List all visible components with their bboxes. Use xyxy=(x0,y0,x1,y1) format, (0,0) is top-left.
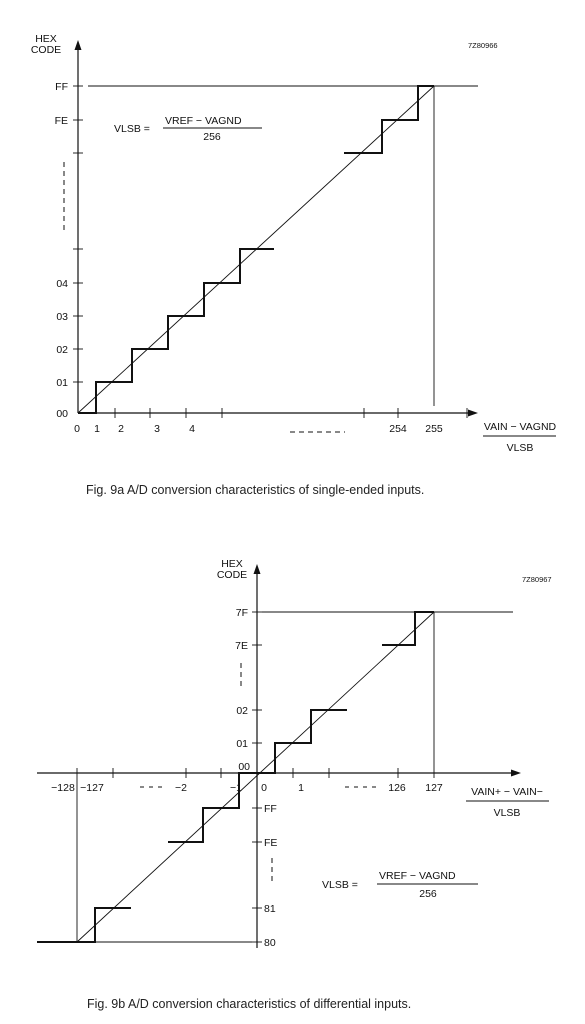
figure-reference: 7Z80966 xyxy=(468,41,498,50)
y-tick-label: 00 xyxy=(238,761,250,773)
y-tick-label: 7E xyxy=(235,640,248,652)
x-ticks xyxy=(76,768,435,778)
y-tick-label: 03 xyxy=(56,311,68,323)
staircase-middle xyxy=(168,709,347,843)
y-tick-label: 7F xyxy=(236,607,248,619)
y-tick-label: 01 xyxy=(236,738,248,750)
x-axis-arrow xyxy=(511,769,521,777)
formula-denominator: 256 xyxy=(203,131,221,143)
y-ticks xyxy=(73,85,83,383)
x-axis-label-numerator: VAIN − VAGND xyxy=(484,421,557,433)
figure-9b: HEX CODE 7Z80967 7F 7E 02 01 00 FF FE xyxy=(37,558,552,1011)
staircase-bottom xyxy=(37,907,131,943)
x-tick-label: 127 xyxy=(425,782,443,794)
vlsb-formula: VLSB = VREF − VAGND 256 xyxy=(114,115,262,143)
y-tick-label: 80 xyxy=(264,937,276,949)
formula-denominator: 256 xyxy=(419,888,437,900)
x-tick-labels: 0 1 2 3 4 254 255 xyxy=(74,423,443,435)
y-tick-label: 02 xyxy=(236,705,248,717)
x-tick-label: 3 xyxy=(154,423,160,435)
x-tick-label: 4 xyxy=(189,423,195,435)
y-axis-title-line2: CODE xyxy=(31,44,61,56)
formula-lhs: VLSB = xyxy=(322,879,358,891)
x-axis-label-denominator: VLSB xyxy=(507,442,534,454)
figure-caption: Fig. 9a A/D conversion characteristics o… xyxy=(86,483,424,497)
y-tick-label: 81 xyxy=(264,903,276,915)
y-axis-arrow xyxy=(253,564,261,574)
y-axis-title-line1: HEX xyxy=(35,33,57,45)
x-tick-label: 0 xyxy=(261,782,267,794)
x-tick-label: 254 xyxy=(389,423,407,435)
x-tick-label: −1 xyxy=(230,782,242,794)
y-tick-label: FF xyxy=(264,803,277,815)
x-axis-arrow xyxy=(468,409,478,417)
y-tick-labels-upper: 7F 7E 02 01 00 xyxy=(235,607,250,773)
x-tick-label: 1 xyxy=(298,782,304,794)
x-tick-label: 1 xyxy=(94,423,100,435)
y-tick-label: 01 xyxy=(56,377,68,389)
y-tick-label: 04 xyxy=(56,278,68,290)
y-axis-title-line2: CODE xyxy=(217,569,247,581)
x-axis-label: VAIN − VAGND VLSB xyxy=(483,421,557,454)
ideal-transfer-line xyxy=(76,611,435,943)
formula-numerator: VREF − VAGND xyxy=(165,115,242,127)
y-tick-label: FE xyxy=(55,115,68,127)
x-tick-label: −128 xyxy=(51,782,75,794)
x-tick-label: 0 xyxy=(74,423,80,435)
y-ticks xyxy=(252,611,262,943)
vlsb-formula: VLSB = VREF − VAGND 256 xyxy=(322,870,478,900)
staircase-top xyxy=(382,611,434,646)
staircase-lower xyxy=(78,248,274,414)
x-axis-label-denominator: VLSB xyxy=(494,807,521,819)
x-tick-label: 2 xyxy=(118,423,124,435)
x-axis-label-numerator: VAIN+ − VAIN− xyxy=(471,786,543,798)
x-tick-label: −127 xyxy=(80,782,104,794)
x-tick-label: 255 xyxy=(425,423,443,435)
y-tick-label: 00 xyxy=(56,408,68,420)
figure-caption: Fig. 9b A/D conversion characteristics o… xyxy=(87,997,411,1011)
x-tick-labels: −128 −127 −2 −1 0 1 126 127 xyxy=(51,782,443,794)
y-axis-title-line1: HEX xyxy=(221,558,243,570)
x-tick-label: −2 xyxy=(175,782,187,794)
figure-9a: HEX CODE 7Z80966 FF FE 04 03 02 01 00 xyxy=(31,33,557,497)
formula-lhs: VLSB = xyxy=(114,123,150,135)
y-tick-label: FF xyxy=(55,81,68,93)
formula-numerator: VREF − VAGND xyxy=(379,870,456,882)
y-tick-labels-lower: FF FE 81 80 xyxy=(264,803,277,949)
y-tick-label: FE xyxy=(264,837,277,849)
x-tick-label: 126 xyxy=(388,782,406,794)
staircase-upper xyxy=(344,85,434,154)
y-axis-arrow xyxy=(74,40,82,50)
y-tick-label: 02 xyxy=(56,344,68,356)
y-tick-labels: FF FE 04 03 02 01 00 xyxy=(55,81,69,420)
x-axis-label: VAIN+ − VAIN− VLSB xyxy=(466,786,549,819)
x-ticks xyxy=(114,408,468,418)
figure-reference: 7Z80967 xyxy=(522,575,552,584)
